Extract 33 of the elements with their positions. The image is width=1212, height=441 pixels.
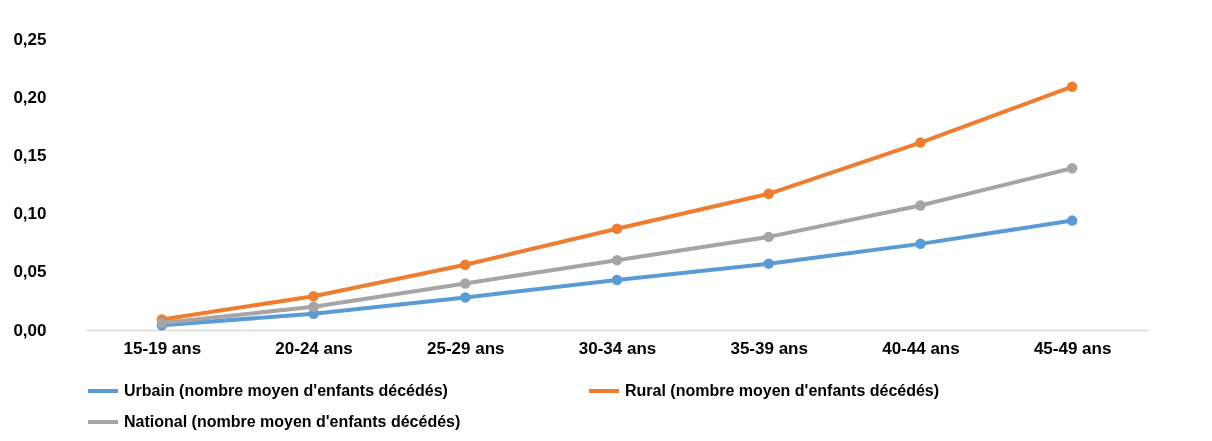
point (763, 258, 774, 269)
y-tick-label: 0,10 (13, 204, 47, 224)
point (915, 137, 926, 148)
x-tick-label: 30-34 ans (578, 338, 657, 358)
point (763, 188, 774, 200)
y-tick-label: 0,00 (13, 320, 47, 340)
legend-label: National (nombre moyen d'enfants décédés) (124, 413, 461, 430)
y-tick-label: 0,05 (13, 262, 47, 282)
x-tick-label: 40-44 ans (882, 338, 960, 358)
y-tick-label: 0,15 (13, 145, 47, 165)
point (611, 274, 623, 286)
y-tick-label: 0,20 (13, 87, 47, 107)
point (460, 259, 471, 271)
point (460, 292, 471, 303)
point (460, 278, 471, 289)
point (308, 291, 319, 302)
point (1066, 215, 1078, 226)
point (308, 301, 319, 312)
x-tick-label: 35-39 ans (730, 338, 808, 358)
point (611, 254, 623, 266)
point (1066, 81, 1078, 92)
x-tick-label: 15-19 ans (123, 338, 202, 358)
x-tick-label: 25-29 ans (427, 338, 505, 358)
legend-label: Urbain (nombre moyen d'enfants décédés) (124, 382, 448, 399)
point (915, 200, 926, 211)
point (763, 231, 774, 243)
y-tick-label: 0,25 (13, 29, 47, 49)
x-tick-label: 45-49 ans (1033, 338, 1112, 358)
point (611, 223, 623, 234)
point (915, 238, 926, 250)
legend-label: Rural (nombre moyen d'enfants décédés) (625, 382, 940, 399)
point (1066, 162, 1078, 174)
x-tick-label: 20-24 ans (275, 338, 353, 358)
